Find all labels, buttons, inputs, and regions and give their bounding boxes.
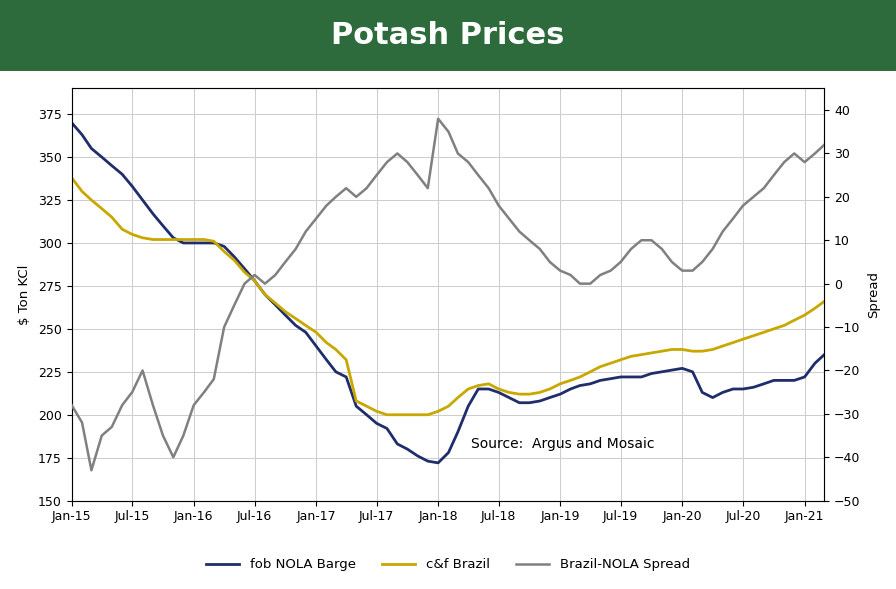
Y-axis label: Spread: Spread [867,271,881,318]
Y-axis label: $ Ton KCl: $ Ton KCl [18,264,31,325]
Text: Potash Prices: Potash Prices [332,21,564,50]
Text: Source:  Argus and Mosaic: Source: Argus and Mosaic [470,437,654,451]
Legend: fob NOLA Barge, c&f Brazil, Brazil-NOLA Spread: fob NOLA Barge, c&f Brazil, Brazil-NOLA … [201,553,695,577]
